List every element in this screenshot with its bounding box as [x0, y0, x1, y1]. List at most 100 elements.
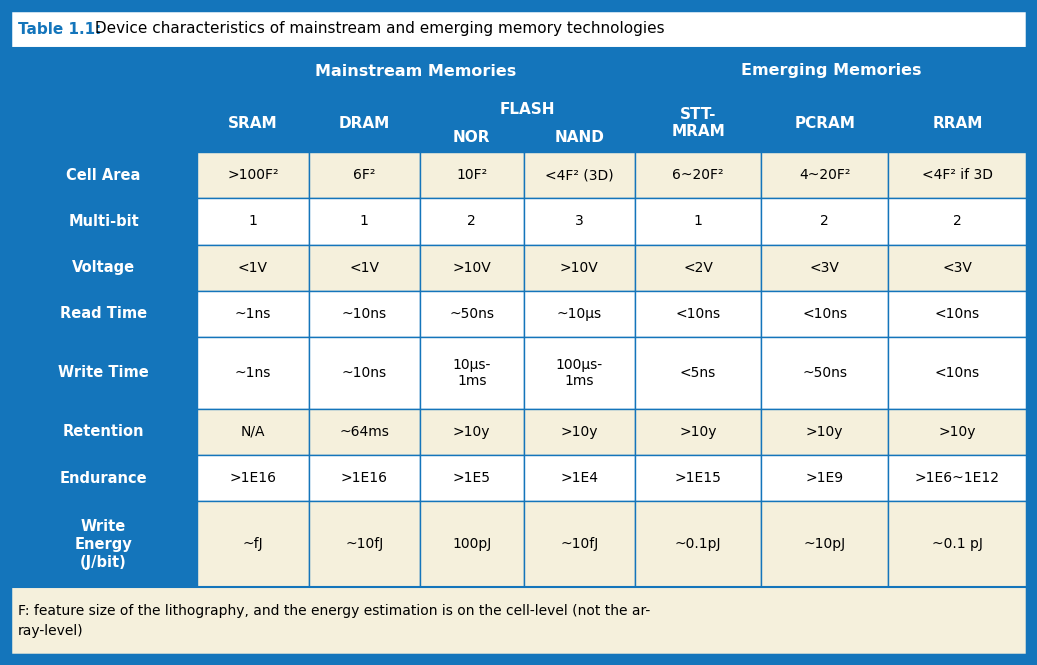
- Bar: [524, 409, 635, 455]
- Text: <10ns: <10ns: [675, 307, 721, 321]
- Bar: [761, 337, 888, 409]
- Bar: [197, 152, 309, 198]
- Bar: [309, 245, 420, 291]
- Bar: [761, 455, 888, 501]
- Bar: [309, 152, 420, 198]
- Bar: [10, 94, 197, 152]
- Bar: [888, 94, 1027, 152]
- Text: <10ns: <10ns: [935, 366, 980, 380]
- Bar: [888, 455, 1027, 501]
- Text: Table 1.1:: Table 1.1:: [18, 21, 102, 37]
- Text: F: feature size of the lithography, and the energy estimation is on the cell-lev: F: feature size of the lithography, and …: [18, 604, 650, 638]
- Text: ~0.1 pJ: ~0.1 pJ: [932, 537, 983, 551]
- Text: >1E6~1E12: >1E6~1E12: [915, 471, 1000, 485]
- Text: >1E16: >1E16: [229, 471, 277, 485]
- Bar: [635, 409, 761, 455]
- Bar: [197, 501, 309, 587]
- Bar: [524, 455, 635, 501]
- Bar: [10, 291, 197, 337]
- Bar: [635, 501, 761, 587]
- Text: 1: 1: [360, 214, 368, 228]
- Bar: [309, 409, 420, 455]
- Bar: [635, 245, 761, 291]
- Bar: [888, 198, 1027, 245]
- Text: ~50ns: ~50ns: [449, 307, 495, 321]
- Bar: [761, 291, 888, 337]
- Bar: [10, 48, 197, 94]
- Bar: [197, 198, 309, 245]
- Bar: [761, 501, 888, 587]
- Bar: [635, 291, 761, 337]
- Bar: [10, 455, 197, 501]
- Bar: [10, 337, 197, 409]
- Text: 2: 2: [820, 214, 829, 228]
- Text: Voltage: Voltage: [72, 260, 135, 275]
- Bar: [761, 198, 888, 245]
- Text: 100μs-
1ms: 100μs- 1ms: [556, 358, 602, 388]
- Text: PCRAM: PCRAM: [794, 116, 856, 130]
- Text: 10μs-
1ms: 10μs- 1ms: [452, 358, 491, 388]
- Bar: [309, 337, 420, 409]
- Bar: [761, 94, 888, 152]
- Text: >10V: >10V: [452, 261, 492, 275]
- Bar: [10, 198, 197, 245]
- Bar: [635, 337, 761, 409]
- Text: ~0.1pJ: ~0.1pJ: [675, 537, 722, 551]
- Text: <10ns: <10ns: [935, 307, 980, 321]
- Bar: [635, 48, 1027, 94]
- Bar: [10, 10, 1027, 48]
- Bar: [420, 94, 635, 152]
- Bar: [10, 587, 1027, 655]
- Text: ~10pJ: ~10pJ: [804, 537, 846, 551]
- Bar: [761, 152, 888, 198]
- Bar: [197, 337, 309, 409]
- Bar: [635, 198, 761, 245]
- Text: ~10fJ: ~10fJ: [345, 537, 384, 551]
- Text: >10y: >10y: [560, 425, 598, 439]
- Bar: [309, 455, 420, 501]
- Bar: [309, 501, 420, 587]
- Text: ~10ns: ~10ns: [341, 366, 387, 380]
- Text: DRAM: DRAM: [338, 116, 390, 130]
- Text: <10ns: <10ns: [802, 307, 847, 321]
- Text: FLASH: FLASH: [500, 102, 555, 116]
- Text: ~10μs: ~10μs: [557, 307, 601, 321]
- Text: Mainstream Memories: Mainstream Memories: [315, 63, 516, 78]
- Text: ~10fJ: ~10fJ: [560, 537, 598, 551]
- Text: 1: 1: [694, 214, 702, 228]
- Text: <5ns: <5ns: [680, 366, 717, 380]
- Text: 2: 2: [953, 214, 961, 228]
- Text: ~64ms: ~64ms: [339, 425, 389, 439]
- Text: <4F² if 3D: <4F² if 3D: [922, 168, 993, 182]
- Bar: [197, 48, 635, 94]
- Text: Multi-bit: Multi-bit: [68, 214, 139, 229]
- Text: <3V: <3V: [810, 261, 840, 275]
- Bar: [420, 455, 524, 501]
- Bar: [10, 245, 197, 291]
- Text: >10y: >10y: [806, 425, 843, 439]
- Text: <2V: <2V: [683, 261, 713, 275]
- Bar: [524, 291, 635, 337]
- Text: 3: 3: [574, 214, 584, 228]
- Text: N/A: N/A: [241, 425, 265, 439]
- Text: Cell Area: Cell Area: [66, 168, 141, 183]
- Bar: [888, 337, 1027, 409]
- Bar: [888, 291, 1027, 337]
- Bar: [524, 152, 635, 198]
- Text: ~fJ: ~fJ: [243, 537, 263, 551]
- Bar: [10, 409, 197, 455]
- Text: Emerging Memories: Emerging Memories: [740, 63, 921, 78]
- Bar: [309, 94, 420, 152]
- Text: NOR: NOR: [453, 130, 491, 146]
- Text: Read Time: Read Time: [60, 307, 147, 321]
- Text: >100F²: >100F²: [227, 168, 279, 182]
- Text: 1: 1: [249, 214, 257, 228]
- Bar: [761, 409, 888, 455]
- Bar: [888, 409, 1027, 455]
- Bar: [420, 337, 524, 409]
- Bar: [761, 245, 888, 291]
- Bar: [635, 152, 761, 198]
- Bar: [10, 501, 197, 587]
- Text: Device characteristics of mainstream and emerging memory technologies: Device characteristics of mainstream and…: [90, 21, 665, 37]
- Text: >1E4: >1E4: [560, 471, 598, 485]
